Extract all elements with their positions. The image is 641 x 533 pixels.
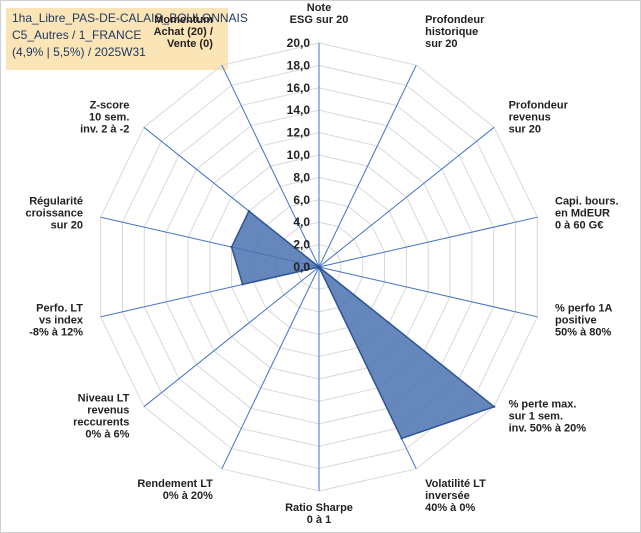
axis-label-line: % perfo 1A: [555, 302, 613, 314]
axis-spoke: [318, 216, 538, 268]
tick-label: 0,0: [293, 260, 310, 274]
axis-label-line: Vente (0): [167, 38, 213, 50]
tick-label: 8,0: [293, 170, 310, 184]
axis-label: Profondeur historique sur 20: [425, 14, 485, 50]
axis-label: Profondeur revenus sur 20: [509, 99, 569, 135]
axis-label-line: 0% à 20%: [163, 490, 213, 502]
axis-label-line: Achat (20) /: [154, 26, 213, 38]
tick-label: 16,0: [287, 81, 311, 95]
axis-label: Note ESG sur 20: [290, 2, 349, 26]
axis-label-line: 10 sem.: [89, 111, 129, 123]
tick-label: 18,0: [287, 58, 311, 72]
axis-label-line: sur 20: [425, 38, 457, 50]
axis-spoke: [143, 266, 320, 408]
axis-label-line: 0% à 6%: [85, 429, 129, 441]
info-box: 1ha_Libre_PAS-DE-CALAIS_BOULONNAIS C5_Au…: [6, 8, 248, 70]
axis-spoke: [221, 64, 320, 268]
axis-label-line: Momentum: [154, 14, 213, 26]
info-title: 1ha_Libre_PAS-DE-CALAIS_BOULONNAIS: [12, 11, 248, 25]
axis-label-line: croissance: [26, 208, 83, 220]
axis-label-line: Régularité: [29, 196, 83, 208]
radar-axis-labels: Note ESG sur 20 Profondeur historique sur 20…: [26, 2, 619, 526]
axis-label-line: Note: [307, 2, 331, 14]
axis-spoke: [318, 266, 538, 318]
axis-label-line: -8% à 12%: [29, 326, 83, 338]
radar-tick-labels: 0,0 2,0 4,0 6,0 8,0 10,0 12,0 14,0 16,0 18,0 20,0: [287, 36, 311, 274]
series-point: [230, 245, 233, 249]
axis-label-line: sur 20: [51, 220, 83, 232]
tick-label: 14,0: [287, 103, 311, 117]
axis-label-line: inv. 2 à -2: [80, 123, 129, 135]
axis-label: Volatilité LT inversée 40% à 0%: [425, 478, 486, 514]
axis-label: Perfo. LT vs index -8% à 12%: [29, 302, 84, 338]
tick-label: 10,0: [287, 148, 311, 162]
axis-label: Niveau LT revenus reccurents 0% à 6%: [73, 393, 130, 441]
axis-spoke: [318, 64, 417, 268]
axis-label-line: vs index: [39, 314, 84, 326]
axis-label-line: Profondeur: [425, 14, 485, 26]
axis-label-line: revenus: [509, 111, 551, 123]
axis-label-line: ESG sur 20: [290, 14, 349, 26]
axis-label-line: inv. 50% à 20%: [509, 423, 587, 435]
tick-label: 12,0: [287, 126, 311, 140]
axis-label: Capi. bours. en MdEUR 0 à 60 G€: [555, 196, 619, 232]
radar-series: [230, 209, 496, 440]
axis-label-line: en MdEUR: [555, 208, 610, 220]
axis-label-line: % perte max.: [509, 399, 577, 411]
axis-label: Momentum Achat (20) / Vente (0): [154, 14, 214, 50]
axis-label-line: inversée: [425, 490, 470, 502]
axis-label: Z-score 10 sem. inv. 2 à -2: [80, 99, 129, 135]
axis-label: % perte max. sur 1 sem. inv. 50% à 20%: [509, 399, 587, 435]
series-area: [230, 209, 496, 440]
axis-label-line: Ratio Sharpe: [285, 502, 353, 514]
axis-label-line: reccurents: [73, 417, 129, 429]
axis-label: Rendement LT 0% à 20%: [137, 478, 213, 502]
series-point: [241, 283, 244, 286]
axis-label: Ratio Sharpe 0 à 1: [285, 502, 353, 526]
axis-label-line: Niveau LT: [78, 393, 130, 405]
tick-label: 20,0: [287, 36, 311, 50]
info-stats: (4,9% | 5,5%) / 2025W31: [12, 45, 146, 59]
axis-label-line: Capi. bours.: [555, 196, 619, 208]
series-point: [492, 405, 496, 408]
axis-label-line: 0 à 60 G€: [555, 220, 603, 232]
axis-spoke: [318, 126, 495, 268]
axis-label-line: sur 1 sem.: [509, 411, 563, 423]
axis-label-line: 40% à 0%: [425, 502, 475, 514]
axis-label-line: historique: [425, 26, 478, 38]
axis-label-line: 50% à 80%: [555, 326, 611, 338]
series-point: [317, 265, 321, 269]
axis-label-line: sur 20: [509, 123, 541, 135]
axis-label-line: Rendement LT: [137, 478, 213, 490]
tick-label: 6,0: [293, 193, 310, 207]
axis-label-line: positive: [555, 314, 597, 326]
tick-label: 2,0: [293, 238, 310, 252]
axis-label-line: revenus: [87, 405, 129, 417]
axis-label-line: Z-score: [90, 99, 130, 111]
axis-label-line: 0 à 1: [307, 514, 331, 526]
axis-label: Régularité croissance sur 20: [26, 196, 83, 232]
axis-label: % perfo 1A positive 50% à 80%: [555, 302, 613, 338]
series-point: [247, 209, 251, 213]
axis-label-line: Perfo. LT: [36, 302, 83, 314]
axis-label-line: Profondeur: [509, 99, 569, 111]
tick-label: 4,0: [293, 215, 310, 229]
info-category: C5_Autres / 1_FRANCE: [12, 28, 142, 42]
series-point: [400, 437, 403, 440]
axis-spoke: [221, 266, 320, 470]
axis-label-line: Volatilité LT: [425, 478, 486, 490]
